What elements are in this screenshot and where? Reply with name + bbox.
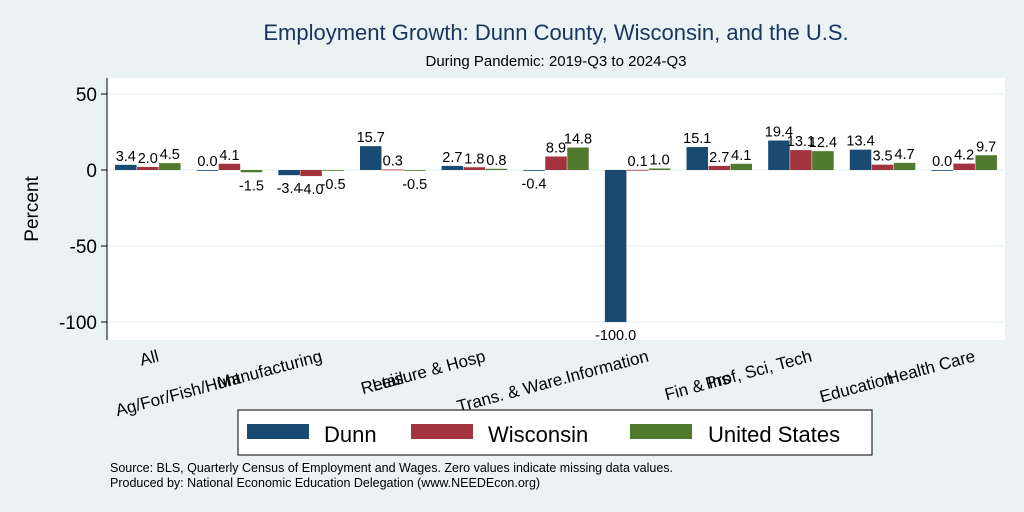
- data-label-wisconsin-ag-for-fish-hunt: 4.1: [219, 148, 239, 164]
- category-label-education: Education: [818, 369, 896, 407]
- legend-label-wisconsin: Wisconsin: [488, 422, 588, 447]
- category-label-trans-ware: Trans. & Ware.: [455, 369, 569, 417]
- data-label-united-states-all: 4.5: [160, 147, 180, 163]
- bar-united-states-health-care: [975, 155, 997, 170]
- bar-wisconsin-health-care: [953, 163, 975, 170]
- data-label-dunn-trans-ware: -0.4: [522, 177, 547, 193]
- bar-wisconsin-fin-ins: [708, 165, 731, 170]
- bar-dunn-trans-ware: [523, 170, 545, 171]
- produced-by-note: Produced by: National Economic Education…: [110, 476, 540, 490]
- data-label-wisconsin-information: 0.1: [628, 154, 648, 170]
- category-label-all: All: [138, 347, 161, 370]
- category-label-prof-sci-tech: Prof, Sci, Tech: [703, 347, 813, 394]
- y-tick-label: 0: [86, 161, 97, 182]
- bar-wisconsin-leisure-hosp: [463, 167, 486, 170]
- bar-wisconsin-retail: [381, 169, 404, 171]
- legend-swatch-dunn: [247, 424, 309, 439]
- bar-united-states-fin-ins: [730, 163, 753, 170]
- plot-area: [107, 78, 1005, 340]
- bar-wisconsin-trans-ware: [545, 156, 567, 170]
- bar-dunn-all: [115, 164, 137, 170]
- data-label-dunn-prof-sci-tech: 19.4: [765, 125, 793, 141]
- data-label-dunn-health-care: 0.0: [932, 154, 952, 170]
- bar-wisconsin-all: [137, 166, 159, 170]
- data-labels: 3.4 2.0 4.5 0.0 4.1-1.5 -3.4-4.0-0.515.70.3-0…: [116, 125, 997, 344]
- bar-dunn-manufacturing: [278, 170, 300, 176]
- bar-united-states-trans-ware: [567, 147, 589, 170]
- legend-label-united-states: United States: [708, 422, 840, 447]
- data-label-dunn-ag-for-fish-hunt: 0.0: [197, 154, 217, 170]
- y-axis-title: Percent: [22, 176, 43, 242]
- data-label-wisconsin-manufacturing: -4.0: [299, 182, 324, 198]
- bar-dunn-prof-sci-tech: [768, 140, 790, 170]
- data-label-united-states-health-care: 9.7: [976, 139, 996, 155]
- data-label-wisconsin-trans-ware: 8.9: [546, 140, 566, 156]
- data-label-wisconsin-retail: 0.3: [383, 154, 403, 170]
- source-note: Source: BLS, Quarterly Census of Employm…: [110, 461, 673, 475]
- bar-wisconsin-ag-for-fish-hunt: [218, 163, 241, 170]
- category-label-manufacturing: Manufacturing: [215, 347, 324, 393]
- category-label-information: Information: [564, 347, 651, 387]
- data-label-dunn-information: -100.0: [595, 328, 636, 344]
- y-tick-label: 50: [76, 85, 97, 106]
- data-label-united-states-trans-ware: 14.8: [564, 132, 592, 148]
- y-tick-label: -100: [59, 313, 97, 334]
- data-label-united-states-information: 1.0: [650, 152, 670, 168]
- data-label-wisconsin-education: 3.5: [872, 149, 892, 165]
- data-label-wisconsin-leisure-hosp: 1.8: [464, 151, 484, 167]
- data-label-united-states-ag-for-fish-hunt: -1.5: [239, 178, 264, 194]
- bar-united-states-education: [893, 162, 916, 170]
- data-label-wisconsin-fin-ins: 2.7: [709, 150, 729, 166]
- y-tick-label: -50: [70, 237, 97, 258]
- data-label-united-states-retail: -0.5: [402, 177, 427, 193]
- bar-dunn-education: [849, 149, 872, 170]
- chart-title: Employment Growth: Dunn County, Wisconsi…: [263, 20, 848, 45]
- legend-swatch-united-states: [630, 424, 692, 439]
- bar-dunn-retail: [359, 146, 382, 170]
- legend: Dunn Wisconsin United States: [237, 409, 873, 456]
- legend-box: [237, 409, 873, 456]
- bar-dunn-health-care: [931, 170, 953, 171]
- bar-wisconsin-education: [871, 164, 894, 170]
- bar-dunn-fin-ins: [686, 147, 709, 170]
- data-label-dunn-retail: 15.7: [357, 130, 385, 146]
- data-label-dunn-manufacturing: -3.4: [277, 181, 302, 197]
- data-label-united-states-education: 4.7: [894, 147, 914, 163]
- data-label-united-states-manufacturing: -0.5: [321, 177, 346, 193]
- bar-dunn-information: [604, 170, 627, 322]
- data-label-dunn-fin-ins: 15.1: [683, 131, 711, 147]
- data-label-dunn-leisure-hosp: 2.7: [442, 150, 462, 166]
- bar-united-states-leisure-hosp: [485, 168, 508, 170]
- data-label-united-states-fin-ins: 4.1: [731, 148, 751, 164]
- legend-swatch-wisconsin: [411, 424, 473, 439]
- bar-united-states-all: [159, 163, 181, 170]
- data-label-dunn-all: 3.4: [116, 149, 136, 165]
- bar-united-states-prof-sci-tech: [812, 151, 834, 170]
- bar-united-states-manufacturing: [322, 170, 344, 171]
- data-label-wisconsin-prof-sci-tech: 13.1: [787, 134, 815, 150]
- chart-subtitle: During Pandemic: 2019-Q3 to 2024-Q3: [426, 53, 687, 70]
- bar-dunn-ag-for-fish-hunt: [196, 170, 219, 171]
- bar-united-states-retail: [403, 170, 426, 171]
- data-label-dunn-education: 13.4: [846, 134, 874, 150]
- bar-wisconsin-information: [626, 169, 649, 171]
- legend-label-dunn: Dunn: [324, 422, 377, 447]
- bars: [115, 140, 997, 322]
- bar-wisconsin-manufacturing: [300, 170, 322, 177]
- category-label-leisure-hosp: Leisure & Hosp: [370, 347, 487, 395]
- data-label-united-states-leisure-hosp: 0.8: [486, 153, 506, 169]
- data-label-wisconsin-health-care: 4.2: [954, 148, 974, 164]
- category-label-health-care: Health Care: [885, 347, 978, 389]
- bar-united-states-ag-for-fish-hunt: [240, 170, 263, 173]
- data-label-wisconsin-all: 2.0: [138, 151, 158, 167]
- bar-dunn-leisure-hosp: [441, 165, 464, 170]
- bar-wisconsin-prof-sci-tech: [790, 150, 812, 170]
- data-label-united-states-prof-sci-tech: 12.4: [809, 135, 837, 151]
- y-axis: 50 0 -50 -100: [59, 78, 108, 340]
- bar-united-states-information: [648, 168, 671, 170]
